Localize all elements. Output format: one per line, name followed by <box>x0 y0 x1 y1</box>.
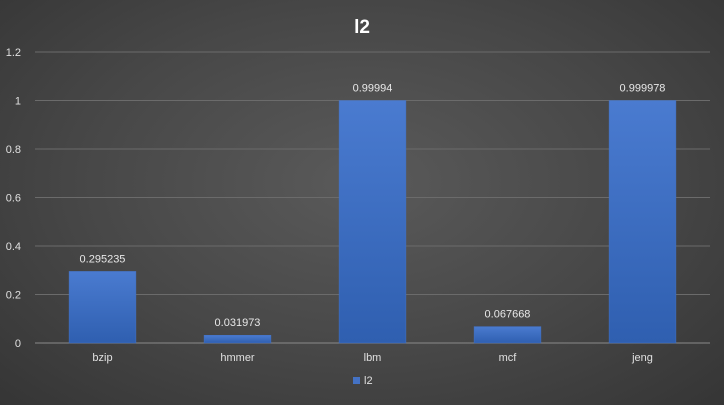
bar <box>68 271 137 344</box>
x-tick-label: lbm <box>364 352 382 364</box>
y-tick-label: 0 <box>15 338 21 350</box>
legend-swatch <box>353 377 360 384</box>
x-tick-label: bzip <box>92 352 112 364</box>
y-tick-label: 1.2 <box>6 47 21 59</box>
bar <box>203 334 272 344</box>
x-tick-label: hmmer <box>220 352 255 364</box>
data-label: 0.295235 <box>80 253 126 265</box>
bar <box>608 100 677 344</box>
y-tick-label: 0.6 <box>6 193 21 205</box>
y-tick-label: 0.4 <box>6 241 21 253</box>
bar <box>338 100 407 344</box>
x-tick-label: jeng <box>631 352 653 364</box>
data-label: 0.067668 <box>485 309 531 321</box>
data-label: 0.99994 <box>353 83 393 95</box>
x-axis-category-labels: bzip hmmer lbm mcf jeng <box>92 352 652 364</box>
data-label: 0.999978 <box>620 83 666 95</box>
y-axis-tick-labels: 0 0.2 0.4 0.6 0.8 1 1.2 <box>6 47 21 350</box>
chart-title: l2 <box>354 17 370 38</box>
legend: l2 <box>353 375 373 387</box>
y-tick-label: 1 <box>15 96 21 108</box>
data-label: 0.031973 <box>215 317 261 329</box>
x-tick-label: mcf <box>499 352 518 364</box>
y-tick-label: 0.2 <box>6 290 21 302</box>
bar <box>473 326 542 344</box>
y-tick-label: 0.8 <box>6 144 21 156</box>
bars <box>68 100 677 344</box>
legend-label: l2 <box>364 375 373 387</box>
data-labels: 0.295235 0.031973 0.99994 0.067668 0.999978 <box>80 83 666 330</box>
